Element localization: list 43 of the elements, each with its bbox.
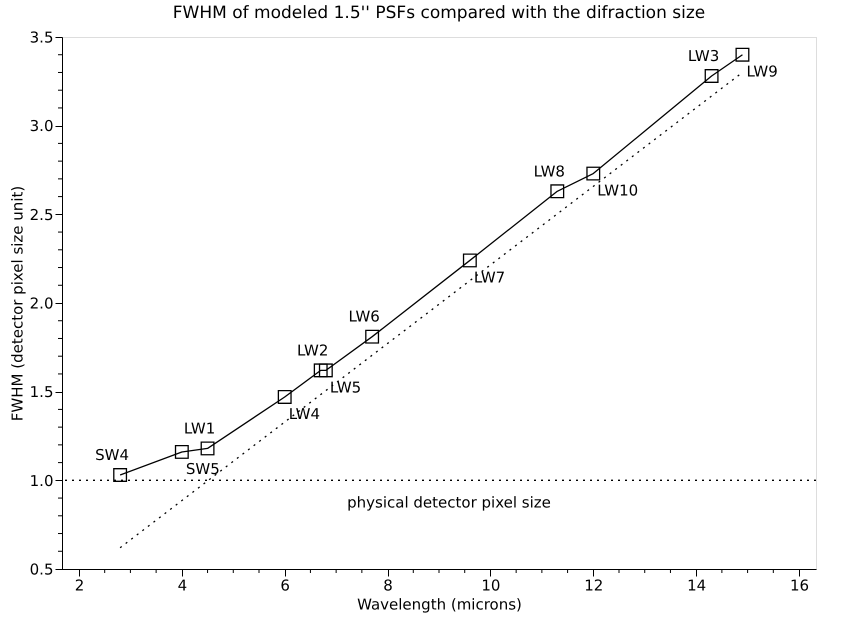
- annotation: SW5: [186, 460, 220, 478]
- chart-title: FWHM of modeled 1.5'' PSFs compared with the difraction size: [172, 3, 706, 23]
- point: [735, 48, 750, 62]
- annotation: LW9: [746, 62, 778, 81]
- annotation: LW1: [184, 419, 216, 438]
- annotation: LW7: [474, 268, 506, 286]
- point: [174, 444, 189, 459]
- x-tick-label: 12: [584, 576, 604, 594]
- x-tick-label: 16: [790, 576, 810, 594]
- annotation: LW6: [348, 308, 380, 326]
- point: [113, 468, 128, 482]
- x-tick-label: 4: [178, 576, 188, 594]
- y-tick-label: 0.5: [30, 560, 54, 578]
- ref-line-label: physical detector pixel size: [347, 493, 551, 512]
- point: [586, 166, 600, 181]
- point: [278, 390, 292, 404]
- point: [318, 363, 333, 378]
- y-axis-title: FWHM (detector pixel size unit): [8, 186, 27, 422]
- point: [704, 69, 719, 83]
- annotation: SW4: [95, 446, 130, 464]
- point: [550, 184, 564, 198]
- y-tick-label: 1.5: [30, 383, 54, 402]
- point: [462, 253, 477, 268]
- y-tick-label: 3.0: [30, 117, 54, 136]
- x-axis-title: Wavelength (microns): [357, 596, 522, 614]
- annotation: LW2: [297, 341, 328, 360]
- y-tick-label: 2.5: [30, 206, 54, 224]
- point: [365, 330, 380, 344]
- annotation: LW10: [597, 182, 638, 200]
- annotation: LW4: [288, 404, 320, 423]
- x-tick-label: 8: [383, 576, 393, 594]
- x-tick-label: 10: [481, 576, 500, 594]
- x-tick-label: 6: [280, 576, 290, 594]
- annotation: LW8: [534, 162, 565, 180]
- y-tick-label: 2.0: [30, 294, 54, 312]
- x-tick-label: 14: [687, 576, 706, 594]
- x-tick-label: 2: [74, 576, 84, 594]
- y-tick-label: 3.5: [30, 28, 54, 46]
- point: [200, 441, 215, 456]
- annotation: LW5: [330, 378, 362, 396]
- y-tick-label: 1.0: [30, 472, 54, 490]
- annotation: LW3: [688, 47, 720, 66]
- point: [314, 363, 328, 378]
